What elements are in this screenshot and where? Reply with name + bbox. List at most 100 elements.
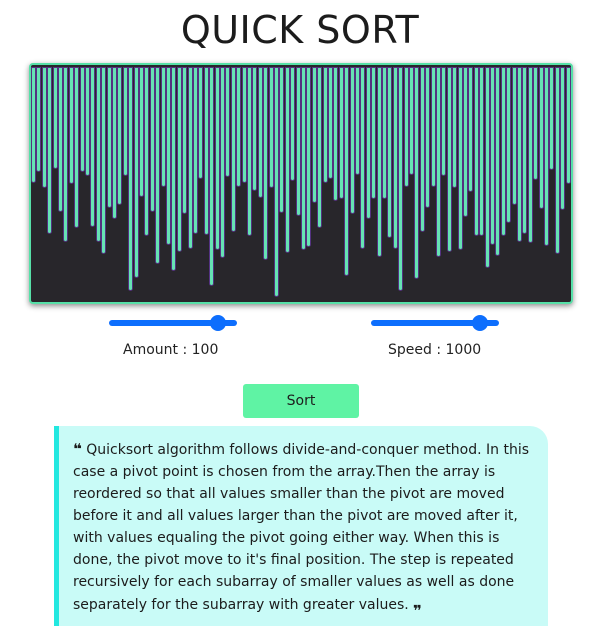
- array-bar: [167, 68, 170, 244]
- array-bar: [345, 68, 349, 276]
- array-bar: [226, 68, 230, 177]
- array-bar: [296, 68, 300, 215]
- array-bar: [64, 68, 68, 241]
- amount-slider-track[interactable]: [109, 320, 237, 326]
- speed-slider-track[interactable]: [371, 320, 499, 326]
- array-bar: [237, 68, 241, 186]
- array-bar: [501, 68, 505, 236]
- speed-slider[interactable]: [371, 314, 499, 332]
- array-bar: [485, 68, 489, 268]
- array-bar: [215, 68, 219, 250]
- array-bar: [491, 68, 494, 244]
- speed-label: Speed : 1000: [388, 342, 482, 358]
- array-bar: [231, 68, 235, 232]
- array-bar: [550, 68, 554, 170]
- array-bar: [264, 68, 268, 259]
- array-bar: [75, 68, 79, 228]
- algorithm-description: ❝ Quicksort algorithm follows divide-and…: [54, 426, 548, 626]
- amount-slider-thumb[interactable]: [209, 315, 226, 331]
- array-bar: [372, 68, 376, 199]
- array-bar: [350, 68, 354, 214]
- array-bar: [561, 68, 565, 210]
- array-bar: [42, 68, 46, 188]
- array-bar: [388, 68, 392, 237]
- array-bar: [32, 68, 35, 182]
- array-bar: [464, 68, 467, 217]
- array-bar: [140, 68, 143, 196]
- array-bar: [156, 68, 160, 263]
- array-bar: [512, 68, 516, 204]
- array-bar: [48, 68, 52, 233]
- array-bar: [410, 68, 413, 174]
- array-bar: [242, 68, 246, 182]
- speed-slider-thumb[interactable]: [471, 315, 488, 331]
- array-bar: [177, 68, 181, 251]
- array-bar: [275, 68, 278, 296]
- array-bar: [91, 68, 95, 226]
- array-bar: [453, 68, 457, 188]
- array-bar: [507, 68, 511, 222]
- array-bar: [188, 68, 192, 248]
- array-bar: [431, 68, 435, 186]
- array-bar: [474, 68, 478, 236]
- array-bar: [221, 68, 224, 258]
- array-bar: [96, 68, 100, 241]
- array-bar: [496, 68, 500, 255]
- array-bar: [323, 68, 327, 182]
- array-bar: [53, 68, 57, 168]
- page-title: QUICK SORT: [180, 8, 420, 52]
- array-bar: [307, 68, 311, 247]
- array-bar: [566, 68, 570, 184]
- close-quote-icon: ❝: [413, 595, 423, 613]
- array-bar: [437, 68, 440, 257]
- array-bar: [539, 68, 543, 208]
- array-bar: [107, 68, 111, 207]
- array-bar: [199, 68, 203, 178]
- array-bar: [172, 68, 176, 270]
- array-bar: [183, 68, 187, 214]
- array-bar: [69, 68, 73, 184]
- array-bar: [150, 68, 154, 211]
- array-bar: [285, 68, 289, 252]
- open-quote-icon: ❝: [73, 440, 82, 458]
- array-bar: [534, 68, 538, 179]
- array-bar: [161, 68, 165, 186]
- array-bar: [253, 68, 257, 191]
- array-bar: [366, 68, 370, 218]
- array-bar: [426, 68, 430, 207]
- array-bar: [528, 68, 532, 243]
- array-bar: [399, 68, 403, 291]
- array-bar: [194, 68, 197, 233]
- description-text: Quicksort algorithm follows divide-and-c…: [73, 442, 530, 613]
- array-bar: [204, 68, 208, 235]
- array-bar: [145, 68, 149, 236]
- array-bar: [118, 68, 122, 204]
- array-bar: [404, 68, 408, 186]
- array-bar: [339, 68, 343, 199]
- array-bar: [280, 68, 284, 213]
- array-bar: [356, 68, 359, 174]
- array-bar: [318, 68, 322, 228]
- array-bar: [480, 68, 484, 236]
- array-bar: [258, 68, 262, 197]
- sort-button[interactable]: Sort: [243, 384, 359, 418]
- array-bar: [86, 68, 89, 175]
- array-bar: [469, 68, 473, 192]
- array-bar: [37, 68, 41, 171]
- array-bar: [523, 68, 527, 233]
- sorting-visualizer: [29, 63, 573, 304]
- array-bar: [302, 68, 305, 250]
- array-bar: [123, 68, 127, 175]
- array-bar: [134, 68, 138, 277]
- array-bar: [113, 68, 116, 218]
- array-bar: [269, 68, 273, 188]
- array-bar: [545, 68, 548, 246]
- amount-slider[interactable]: [109, 314, 237, 332]
- array-bar: [329, 68, 332, 178]
- array-bar: [393, 68, 397, 248]
- array-bar: [102, 68, 106, 254]
- array-bar: [334, 68, 338, 200]
- amount-label: Amount : 100: [123, 342, 219, 358]
- array-bar: [518, 68, 521, 241]
- array-bar: [248, 68, 251, 236]
